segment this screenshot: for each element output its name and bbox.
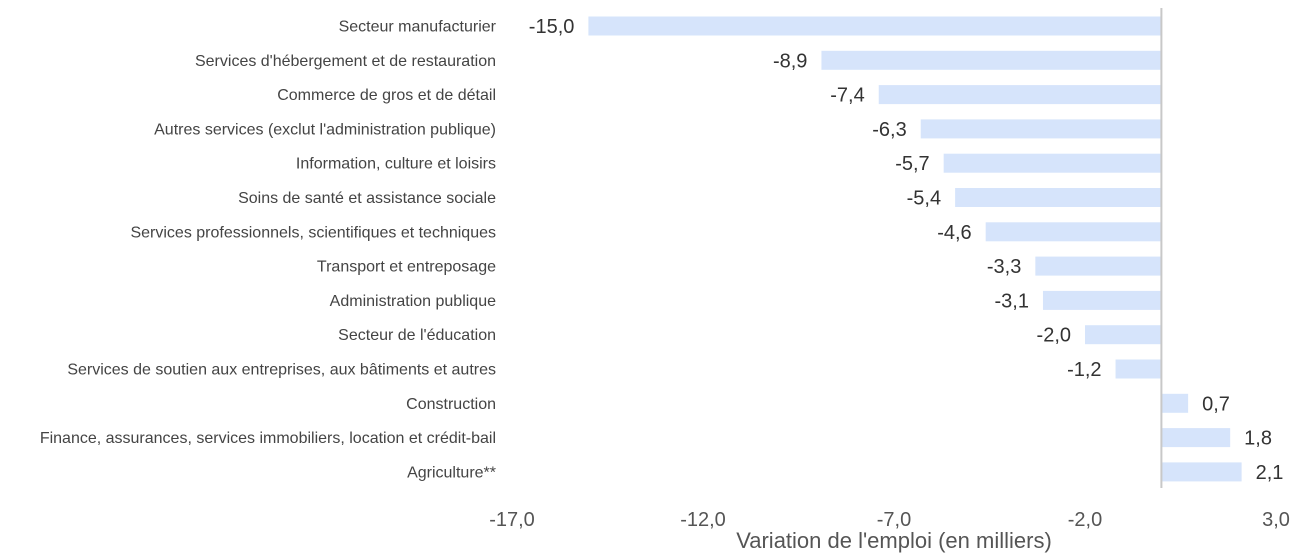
bar xyxy=(821,50,1162,70)
category-label: Administration publique xyxy=(330,293,496,310)
category-label: Finance, assurances, services immobilier… xyxy=(40,430,496,447)
category-label: Construction xyxy=(406,396,496,413)
bar xyxy=(1042,290,1162,310)
category-label: Services de soutien aux entreprises, aux… xyxy=(67,362,496,379)
data-label: -8,9 xyxy=(773,50,807,72)
data-label: -6,3 xyxy=(872,119,906,141)
data-label: -1,2 xyxy=(1067,359,1101,381)
category-label: Soins de santé et assistance sociale xyxy=(238,190,496,207)
data-label: -4,6 xyxy=(937,222,971,244)
category-label: Services professionnels, scientifiques e… xyxy=(130,224,496,241)
bar xyxy=(588,16,1162,36)
x-tick-labels-group: -17,0 -12,0 -7,0 -2,0 3,0 xyxy=(489,509,1290,531)
category-label: Services d'hébergement et de restauratio… xyxy=(195,53,496,70)
bar xyxy=(878,85,1162,105)
data-label: -5,4 xyxy=(907,188,941,210)
bar xyxy=(985,222,1162,242)
data-label: -7,4 xyxy=(830,85,864,107)
category-label: Transport et entreposage xyxy=(317,259,496,276)
bar xyxy=(1085,325,1162,345)
x-tick-label: -17,0 xyxy=(489,509,535,531)
data-label: 2,1 xyxy=(1256,462,1284,484)
x-axis-title: Variation de l'emploi (en milliers) xyxy=(736,528,1052,553)
bar xyxy=(943,153,1162,173)
bar xyxy=(1035,256,1162,276)
category-label: Secteur de l'éducation xyxy=(338,327,496,344)
value-labels-group: -15,0 -8,9 -7,4 -6,3 -5,7 -5,4 -4,6 -3,3 -3,1 -2,… xyxy=(529,16,1284,484)
x-tick-label: -7,0 xyxy=(877,509,911,531)
bar xyxy=(1161,393,1189,413)
category-label: Autres services (exclut l'administration… xyxy=(154,121,496,138)
x-tick-label: -12,0 xyxy=(680,509,726,531)
data-label: -15,0 xyxy=(529,16,575,38)
data-label: 1,8 xyxy=(1244,428,1272,450)
data-label: -2,0 xyxy=(1037,325,1071,347)
category-label: Information, culture et loisirs xyxy=(296,156,496,173)
bar xyxy=(1161,462,1242,482)
category-labels-group: Secteur manufacturier Services d'hébergem… xyxy=(40,19,497,482)
data-label: -3,1 xyxy=(995,290,1029,312)
bar xyxy=(920,119,1162,139)
data-label: -3,3 xyxy=(987,256,1021,278)
data-label: -5,7 xyxy=(895,153,929,175)
data-label: 0,7 xyxy=(1202,393,1230,415)
bars-group xyxy=(588,16,1242,482)
category-label: Commerce de gros et de détail xyxy=(277,87,496,104)
category-label: Agriculture** xyxy=(407,464,496,481)
bar xyxy=(955,188,1162,207)
category-label: Secteur manufacturier xyxy=(339,19,497,36)
x-tick-label: 3,0 xyxy=(1262,509,1290,531)
bar xyxy=(1115,359,1162,379)
bar xyxy=(1161,428,1231,448)
x-tick-label: -2,0 xyxy=(1068,509,1102,531)
